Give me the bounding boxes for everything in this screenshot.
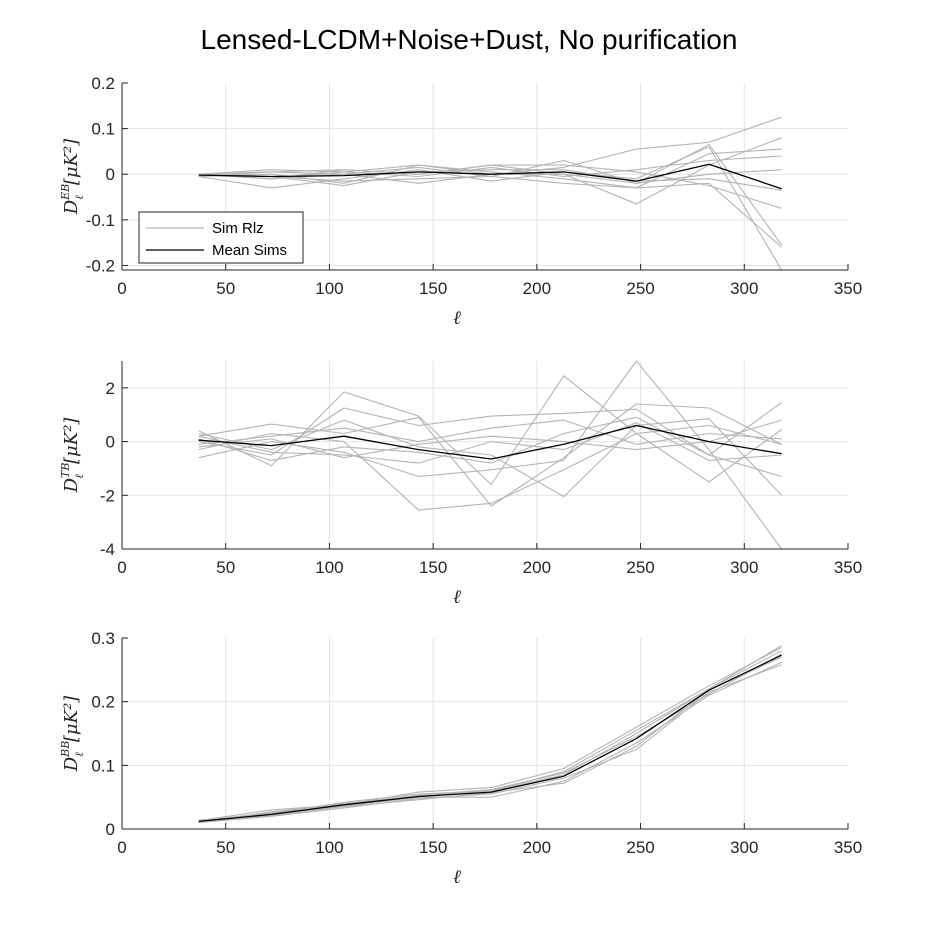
figure-title: Lensed-LCDM+Noise+Dust, No purification — [200, 24, 738, 55]
x-tick-label-tb: 350 — [834, 558, 862, 577]
legend-box — [138, 211, 304, 264]
sim-rlz-line-eb — [198, 148, 782, 189]
x-tick-label-eb: 300 — [730, 279, 758, 298]
y-axis-label-bb: DBBℓ[μK²] — [59, 695, 86, 773]
sim-rlz-line-bb — [198, 653, 782, 824]
panel-tb: 0 50 100 150 200 250 300 350 -4 -2 0 2 ℓ DTBℓ[μK²] — [59, 360, 862, 608]
plot-area-bb — [122, 638, 848, 829]
y-tick-label-eb: -0.2 — [86, 256, 115, 275]
x-tick-label-eb: 350 — [834, 279, 862, 298]
sim-rlz-line-eb — [198, 169, 782, 191]
sim-rlz-line-bb — [198, 650, 782, 821]
x-tick-label-bb: 50 — [216, 838, 235, 857]
y-tick-label-tb: 0 — [106, 433, 115, 452]
x-axis-label-eb: ℓ — [453, 307, 461, 329]
x-tick-label-bb: 250 — [626, 838, 654, 857]
y-axis-label-eb: DEBℓ[μK²] — [59, 138, 86, 216]
x-tick-label-tb: 100 — [315, 558, 343, 577]
x-tick-label-tb: 150 — [419, 558, 447, 577]
sim-rlz-line-eb — [198, 173, 782, 248]
y-tick-label-tb: -2 — [100, 486, 115, 505]
mean-sims-line-eb — [198, 163, 782, 190]
x-tick-label-bb: 300 — [730, 838, 758, 857]
mean-sims-line-tb — [198, 424, 782, 460]
legend-mean-sims-label: Mean Sims — [212, 242, 287, 259]
sim-rlz-line-bb — [198, 661, 782, 823]
x-tick-label-tb: 200 — [523, 558, 551, 577]
x-tick-label-eb: 0 — [117, 279, 126, 298]
y-tick-label-eb: 0.1 — [91, 120, 115, 139]
x-tick-label-eb: 150 — [419, 279, 447, 298]
x-tick-label-eb: 50 — [216, 279, 235, 298]
x-tick-label-eb: 100 — [315, 279, 343, 298]
y-tick-label-tb: 2 — [106, 379, 115, 398]
x-axis-label-bb: ℓ — [453, 866, 461, 888]
panel-eb: 0 50 100 150 200 250 300 350 -0.2 -0.1 0 0.1 0.2 ℓ DEB… — [59, 74, 862, 329]
x-tick-label-eb: 200 — [523, 279, 551, 298]
y-tick-label-bb: 0.2 — [91, 693, 115, 712]
panel-bb: 0 50 100 150 200 250 300 350 0 0.1 0.2 0.3 ℓ DBBℓ[μK²… — [59, 629, 862, 888]
sim-rlz-line-tb — [198, 375, 782, 486]
y-tick-label-bb: 0.3 — [91, 629, 115, 648]
x-axis-label-tb: ℓ — [453, 586, 461, 608]
legend-sim-rlz-label: Sim Rlz — [212, 220, 264, 237]
x-tick-label-bb: 150 — [419, 838, 447, 857]
y-tick-label-bb: 0.1 — [91, 756, 115, 775]
x-tick-label-eb: 250 — [626, 279, 654, 298]
sim-rlz-line-tb — [198, 429, 782, 511]
legend: Sim Rlz Mean Sims — [138, 211, 304, 264]
x-tick-label-bb: 0 — [117, 838, 126, 857]
sim-rlz-line-tb — [198, 419, 782, 445]
y-tick-label-eb: 0 — [106, 165, 115, 184]
x-tick-label-bb: 200 — [523, 838, 551, 857]
y-tick-label-eb: 0.2 — [91, 74, 115, 93]
plot-area-tb — [122, 361, 848, 549]
y-tick-label-bb: 0 — [106, 820, 115, 839]
y-tick-label-tb: -4 — [100, 540, 115, 559]
x-tick-label-bb: 350 — [834, 838, 862, 857]
x-tick-label-tb: 0 — [117, 558, 126, 577]
y-axis-label-tb: DTBℓ[μK²] — [59, 417, 86, 494]
x-tick-label-tb: 300 — [730, 558, 758, 577]
y-tick-label-eb: -0.1 — [86, 211, 115, 230]
x-tick-label-bb: 100 — [315, 838, 343, 857]
sim-rlz-line-tb — [198, 422, 782, 464]
sim-rlz-line-tb — [198, 403, 782, 507]
mean-sims-line-bb — [198, 654, 782, 823]
sim-rlz-line-tb — [198, 418, 782, 498]
sim-rlz-line-tb — [198, 416, 782, 478]
x-tick-label-tb: 250 — [626, 558, 654, 577]
x-tick-label-tb: 50 — [216, 558, 235, 577]
sim-rlz-line-bb — [198, 647, 782, 822]
sim-rlz-line-tb — [198, 419, 782, 459]
